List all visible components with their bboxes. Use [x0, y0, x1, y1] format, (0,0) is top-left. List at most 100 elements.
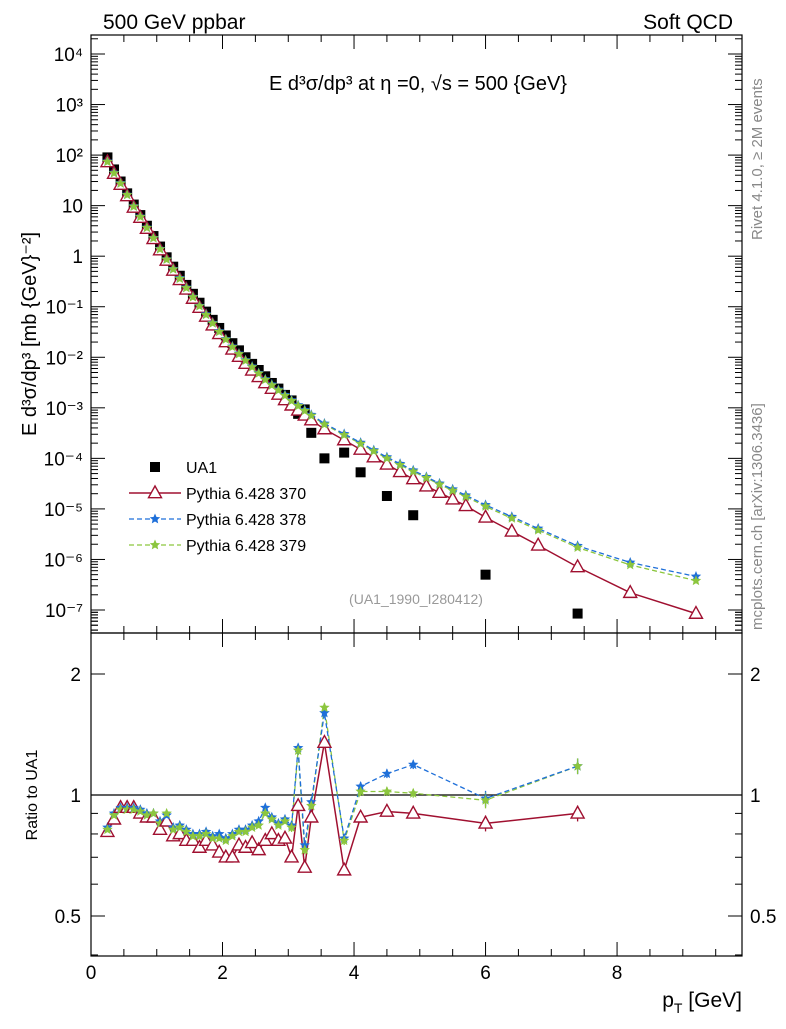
- p379-marker: [108, 167, 120, 178]
- y-tick-label: 10³: [56, 96, 83, 117]
- p379-marker: [355, 438, 366, 449]
- ratio-p379-marker: [174, 822, 185, 832]
- ua1-marker: [355, 467, 366, 478]
- y-tick-label: 10⁻¹: [46, 298, 84, 319]
- p379-marker: [207, 317, 218, 328]
- ratio-p370-marker: [224, 848, 241, 863]
- p379-marker: [260, 374, 271, 385]
- y-tick-label: 10²: [56, 146, 83, 167]
- ratio-p370-marker: [250, 841, 267, 856]
- y-tick-label: 10⁻²: [46, 348, 84, 369]
- ratio-p370-marker: [191, 839, 208, 853]
- ratio-p379-marker: [292, 745, 304, 755]
- ratio-p379-marker: [102, 824, 113, 835]
- ratio-p378-marker: [381, 768, 393, 779]
- ratio-p379-marker: [220, 835, 231, 846]
- p379-marker: [194, 300, 205, 311]
- ratio-p379-marker: [299, 844, 310, 855]
- ratio-p379-marker: [135, 806, 146, 816]
- y-tick-label: 10⁻⁵: [44, 500, 83, 521]
- ratio-p370-marker: [277, 829, 293, 844]
- y-tick-label: 10⁻³: [46, 399, 84, 420]
- p370-marker: [622, 584, 638, 599]
- p379-marker: [174, 273, 185, 284]
- ratio-p370-marker: [198, 832, 214, 847]
- p370-marker: [431, 484, 448, 499]
- p379-marker: [246, 361, 258, 372]
- p370-marker: [392, 463, 408, 478]
- ratio-p379-marker: [338, 835, 350, 846]
- ratio-p378-marker: [408, 759, 419, 770]
- ratio-p370-marker: [283, 848, 300, 863]
- p379-marker: [115, 177, 126, 188]
- p379-marker: [121, 189, 133, 200]
- ratio-y-tick-label: 2: [70, 665, 81, 686]
- ratio-p379-marker: [194, 830, 205, 841]
- p370-marker: [418, 477, 435, 492]
- y-tick-label: 10⁻⁶: [44, 550, 83, 571]
- ratio-p370-marker: [185, 832, 201, 847]
- p379-marker: [408, 466, 419, 476]
- p379-marker: [338, 429, 350, 440]
- p379-marker: [299, 405, 310, 416]
- ratio-p379-marker: [168, 824, 179, 835]
- ua1-marker: [339, 447, 350, 458]
- p379-marker: [168, 263, 179, 274]
- ratio-p370-marker: [379, 803, 395, 817]
- p370-marker: [477, 508, 494, 523]
- y-tick-label: 10: [62, 197, 83, 218]
- p379-marker: [394, 459, 406, 470]
- header-right-title: Soft QCD: [643, 11, 733, 34]
- p379-marker: [148, 232, 159, 243]
- p379-marker: [421, 472, 432, 483]
- ua1-marker: [480, 569, 491, 580]
- x-tick-label: 8: [612, 963, 623, 984]
- ua1-marker: [150, 462, 160, 472]
- ua1-marker: [319, 453, 330, 464]
- ratio-p379-marker: [381, 786, 393, 796]
- y-tick-label: 1: [72, 247, 83, 268]
- legend-p379-marker: [149, 539, 161, 550]
- p370-marker: [303, 411, 319, 426]
- ratio-p370-marker: [336, 861, 352, 876]
- ratio-y-label: Ratio to UA1: [24, 750, 41, 841]
- main-y-label: E d³σ/dp³ [mb {GeV}⁻²]: [19, 232, 41, 436]
- ratio-p378-marker: [355, 781, 366, 791]
- x-tick-label: 6: [480, 963, 491, 984]
- main-series: [99, 152, 704, 619]
- p379-marker: [253, 367, 264, 378]
- p379-marker: [480, 500, 491, 511]
- ratio-p379-marker: [108, 809, 120, 820]
- ratio-p370-marker: [303, 808, 319, 823]
- p379-marker: [266, 379, 278, 390]
- p370-marker: [569, 558, 586, 573]
- p379-marker: [214, 326, 225, 337]
- ratio-p379-marker: [286, 822, 297, 832]
- p379-marker: [273, 384, 284, 395]
- ratio-p370-marker: [290, 797, 306, 812]
- ratio-p379-marker: [233, 826, 245, 837]
- p379-marker: [532, 524, 544, 535]
- ratio-p370-marker: [145, 808, 162, 823]
- ratio-p370-marker: [477, 814, 494, 829]
- legend-p370-marker: [147, 484, 163, 499]
- p379-marker: [102, 156, 113, 167]
- ratio-p379-marker: [480, 794, 491, 805]
- ratio-p370-marker: [152, 821, 168, 836]
- legend-label: UA1: [186, 460, 217, 477]
- p379-marker: [161, 254, 172, 264]
- p379-marker: [286, 395, 297, 406]
- ratio-p379-marker: [355, 786, 366, 796]
- p379-marker: [240, 355, 251, 365]
- mcplots-label: mcplots.cern.ch [arXiv:1306.3436]: [749, 403, 766, 630]
- ratio-p379-marker: [279, 815, 291, 826]
- p379-marker: [460, 491, 471, 502]
- p379-marker: [141, 222, 153, 233]
- ratio-p379-marker: [253, 819, 264, 830]
- y-tick-label: 10⁴: [54, 45, 83, 66]
- y-tick-label: 10⁻⁷: [45, 601, 83, 622]
- ratio-p379-marker: [141, 809, 153, 820]
- ua1-marker: [381, 491, 392, 502]
- ratio-p379-marker: [148, 807, 159, 818]
- p379-marker: [181, 282, 192, 293]
